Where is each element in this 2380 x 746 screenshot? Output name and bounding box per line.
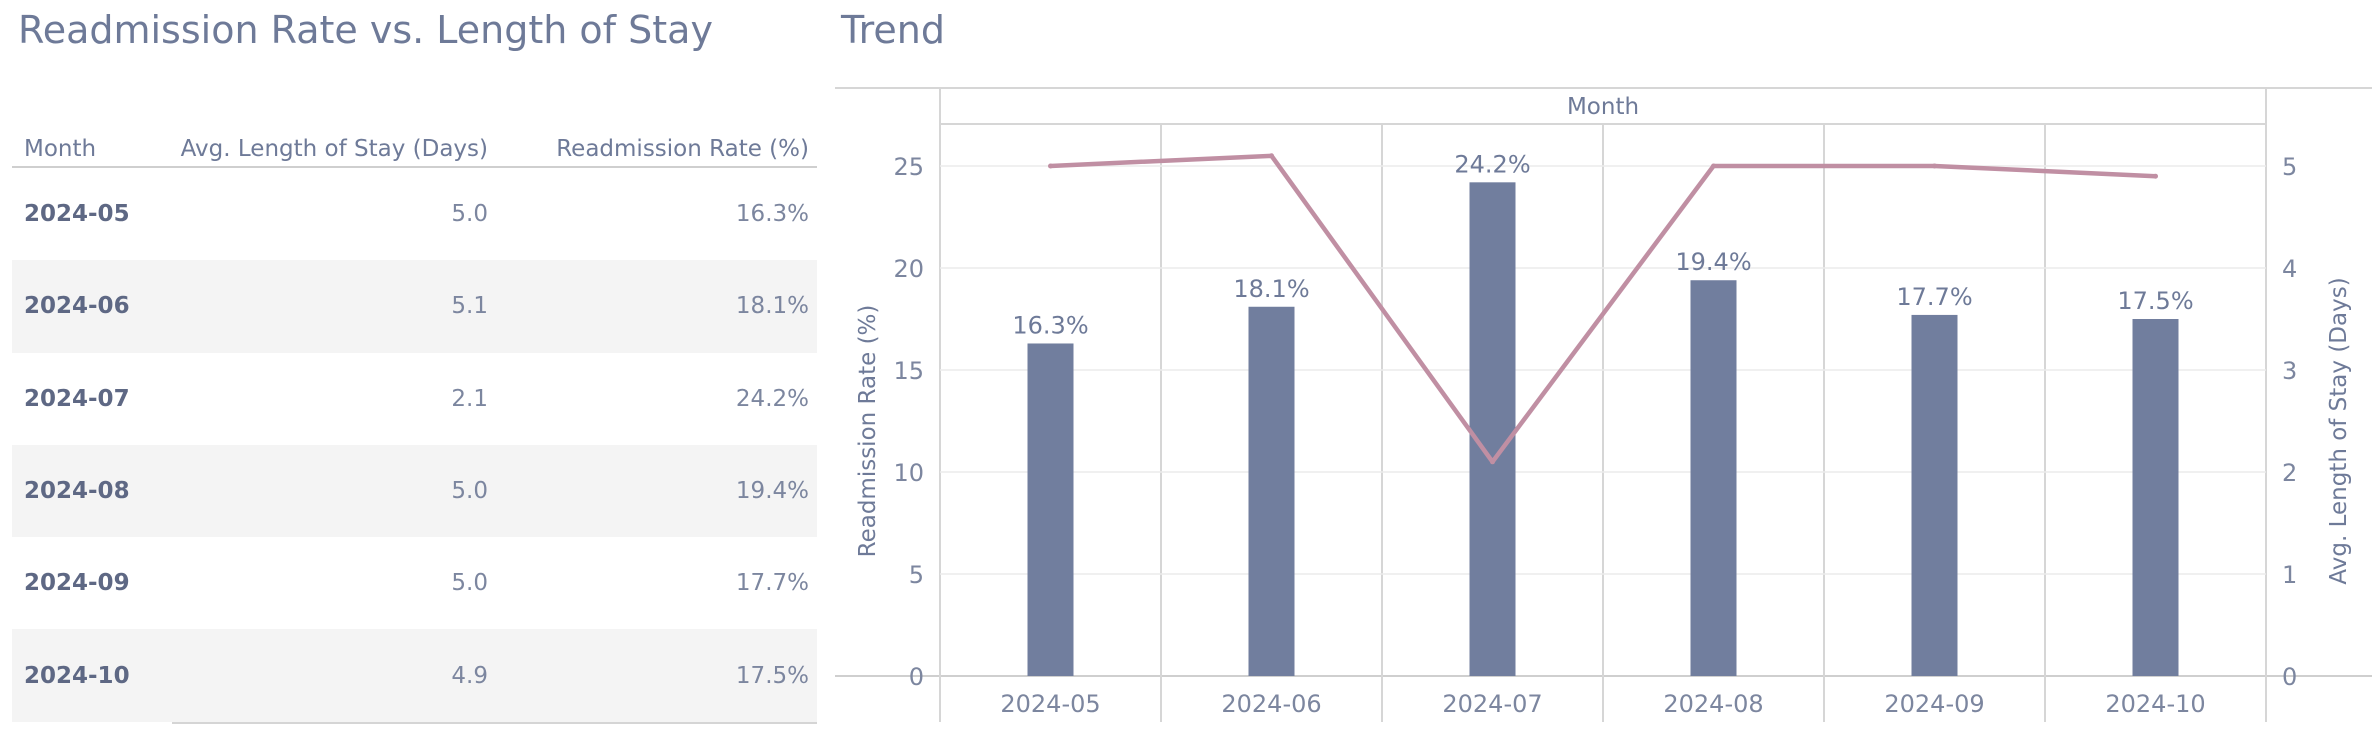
cell-length-of-stay: 5.0 (451, 478, 488, 505)
y-left-tick-label: 0 (909, 663, 924, 691)
header-readmission-rate[interactable]: Readmission Rate (%) (556, 136, 809, 162)
cell-readmission-rate: 16.3% (735, 201, 809, 228)
y-right-tick-label: 2 (2282, 459, 2297, 487)
bar-labels: 16.3% 18.1% 24.2% 19.4% 17.7% 17.5% (1012, 150, 2193, 339)
bar (2132, 319, 2179, 676)
line-point (1269, 153, 1274, 159)
x-tick-label: 2024-07 (1442, 690, 1542, 718)
cell-readmission-rate: 19.4% (735, 478, 809, 505)
x-tick-label: 2024-05 (1000, 690, 1100, 718)
column-header-label: Month (1567, 94, 1639, 120)
cell-length-of-stay: 5.0 (451, 201, 488, 228)
y-right-tick-label: 1 (2282, 561, 2297, 589)
y-left-tick-label: 10 (893, 459, 924, 487)
table-row: 2024-10 4.9 17.5% (12, 629, 817, 722)
line-point (2153, 173, 2158, 179)
y-left-tick-label: 20 (893, 255, 924, 283)
bar (1248, 306, 1295, 676)
bar (1911, 314, 1958, 676)
y-left-tick-label: 5 (909, 561, 924, 589)
bar-value-label: 19.4% (1675, 248, 1751, 276)
cell-readmission-rate: 17.5% (735, 662, 809, 689)
data-table: Month Avg. Length of Stay (Days) Readmis… (12, 120, 817, 724)
y-left-tick-label: 25 (893, 153, 924, 181)
cell-month: 2024-06 (24, 293, 130, 320)
cell-length-of-stay: 5.1 (451, 293, 488, 320)
line-point (1932, 163, 1937, 169)
bar (1027, 343, 1074, 676)
chart-frame (835, 87, 2372, 722)
length-of-stay-line (1050, 153, 2156, 465)
table-row: 2024-06 5.1 18.1% (12, 260, 817, 353)
bar-series (1027, 182, 2179, 676)
bar-value-label: 24.2% (1454, 150, 1530, 178)
cell-length-of-stay: 2.1 (451, 385, 488, 412)
cell-readmission-rate: 24.2% (735, 385, 809, 412)
cell-month: 2024-07 (24, 385, 130, 412)
cell-month: 2024-10 (24, 662, 130, 689)
y-axis-left-label: Readmission Rate (%) (855, 305, 881, 558)
header-month[interactable]: Month (24, 136, 97, 162)
table-row: 2024-05 5.0 16.3% (12, 168, 817, 260)
y-right-tick-label: 5 (2282, 153, 2297, 181)
cell-month: 2024-09 (24, 570, 130, 597)
cell-length-of-stay: 4.9 (451, 662, 488, 689)
x-tick-label: 2024-06 (1221, 690, 1321, 718)
table-row: 2024-08 5.0 19.4% (12, 444, 817, 538)
table-row: 2024-07 2.1 24.2% (12, 353, 817, 445)
line-series (1048, 153, 2158, 465)
y-left-tick-label: 15 (893, 357, 924, 385)
chart-title: Trend (841, 8, 945, 52)
y-right-tick-label: 4 (2282, 255, 2297, 283)
x-tick-label: 2024-10 (2105, 690, 2205, 718)
bar-value-label: 18.1% (1233, 275, 1309, 303)
x-tick-label: 2024-09 (1884, 690, 1984, 718)
cell-length-of-stay: 5.0 (451, 570, 488, 597)
line-point (1048, 163, 1053, 169)
cell-readmission-rate: 17.7% (735, 570, 809, 597)
y-right-tick-label: 0 (2282, 663, 2297, 691)
table-bottom-rule (172, 721, 817, 724)
table-header: Month Avg. Length of Stay (Days) Readmis… (12, 120, 817, 168)
bar-value-label: 17.5% (2117, 287, 2193, 315)
bar-value-label: 16.3% (1012, 311, 1088, 339)
table-row: 2024-09 5.0 17.7% (12, 537, 817, 629)
cell-readmission-rate: 18.1% (735, 293, 809, 320)
line-point (1490, 459, 1495, 465)
chart-grid (940, 165, 2266, 575)
cell-month: 2024-05 (24, 201, 130, 228)
y-right-tick-label: 3 (2282, 357, 2297, 385)
bar (1469, 182, 1516, 676)
y-axis-right-label: Avg. Length of Stay (Days) (2326, 277, 2352, 584)
x-tick-label: 2024-08 (1663, 690, 1763, 718)
cell-month: 2024-08 (24, 478, 130, 505)
header-avg-length-of-stay[interactable]: Avg. Length of Stay (Days) (180, 136, 488, 162)
bar (1690, 280, 1737, 676)
bar-value-label: 17.7% (1896, 283, 1972, 311)
line-point (1711, 163, 1716, 169)
chart-axes: 0 5 10 15 20 25 0 1 2 3 4 5 2024-05 2024-06 2024-07 202… (893, 153, 2297, 718)
table-title: Readmission Rate vs. Length of Stay (18, 8, 713, 52)
